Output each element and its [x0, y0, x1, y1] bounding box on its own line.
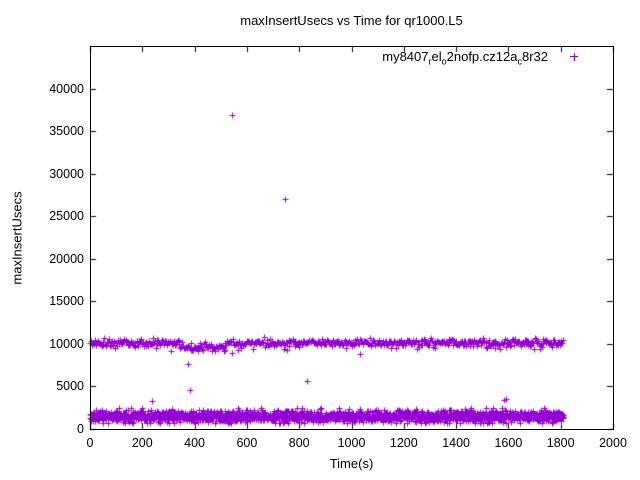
chart-title: maxInsertUsecs vs Time for qr1000.L5: [240, 13, 463, 28]
plus-marker-icon: [570, 52, 578, 61]
legend-series-label: my8407relo2nofp.cz12ac8r32: [382, 49, 548, 67]
y-tick-label: 15000: [49, 294, 84, 309]
x-axis-label: Time(s): [329, 456, 374, 471]
x-tick-label: 800: [288, 436, 310, 450]
x-tick-label: 0: [86, 436, 94, 450]
x-tick-label: 1800: [546, 436, 575, 450]
plot-area: [90, 46, 614, 430]
x-tick-label: 400: [184, 436, 206, 450]
y-tick-label: 5000: [56, 379, 84, 394]
y-tick-label: 30000: [49, 166, 84, 181]
y-tick-label: 10000: [49, 336, 84, 351]
y-tick-label: 35000: [49, 124, 84, 139]
y-tick-label: 20000: [49, 251, 84, 266]
x-tick-label: 600: [236, 436, 258, 450]
y-tick-label: 25000: [49, 209, 84, 224]
x-tick-label: 2000: [599, 436, 627, 450]
x-tick-label: 1400: [442, 436, 470, 450]
y-tick-label: 0: [77, 422, 84, 436]
x-tick-label: 1200: [389, 436, 418, 450]
x-tick-label: 1600: [494, 436, 523, 450]
legend: my8407relo2nofp.cz12ac8r32: [382, 49, 578, 67]
y-tick-label: 40000: [49, 81, 84, 96]
x-tick-label: 200: [131, 436, 153, 450]
x-tick-label: 1000: [337, 436, 366, 450]
y-axis-label: maxInsertUsecs: [9, 191, 25, 285]
